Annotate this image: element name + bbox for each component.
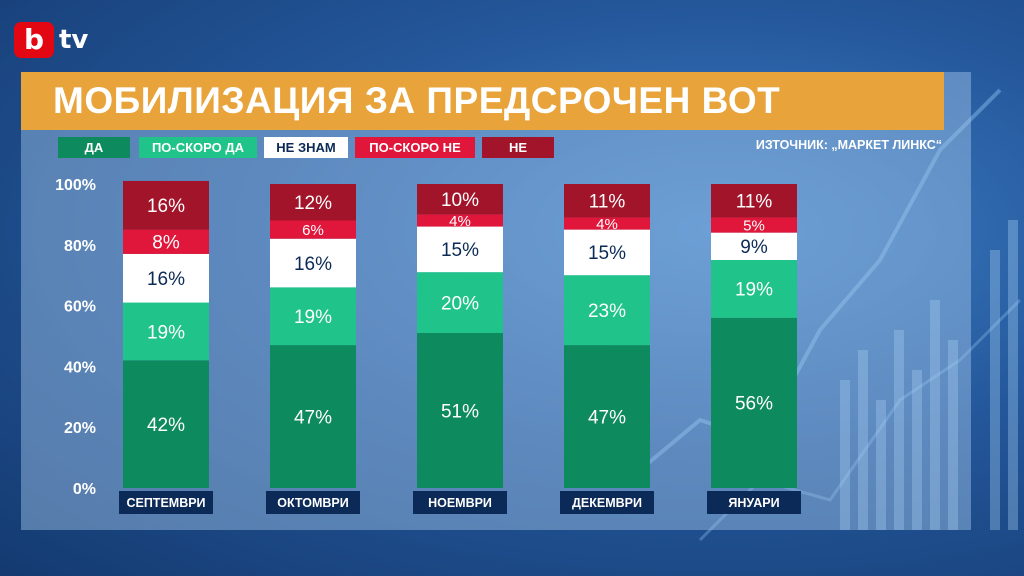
bar-segment: [123, 180, 209, 230]
legend-item-rather-no: ПО-СКОРО НЕ: [355, 137, 475, 158]
data-label: 8%: [152, 233, 180, 254]
legend-item-yes: ДА: [58, 137, 130, 158]
category-label: НОЕМВРИ: [428, 496, 492, 510]
data-label: 19%: [294, 307, 332, 328]
category-label: ДЕКЕМВРИ: [572, 496, 642, 510]
legend-label: НЕ ЗНАМ: [276, 140, 336, 155]
category-label: ОКТОМВРИ: [277, 496, 348, 510]
y-tick-label: 60%: [64, 299, 96, 316]
data-label: 47%: [588, 407, 626, 428]
category-label: ЯНУАРИ: [728, 496, 779, 510]
legend-item-dont-know: НЕ ЗНАМ: [264, 137, 348, 158]
category-label-box: [707, 491, 801, 514]
logo-mark: b: [14, 22, 54, 58]
y-tick-label: 100%: [55, 177, 96, 194]
data-label: 4%: [596, 216, 618, 233]
y-tick-label: 0%: [73, 481, 96, 498]
bar-segment: [564, 184, 650, 218]
data-label: 5%: [743, 217, 765, 234]
data-label: 20%: [441, 293, 479, 314]
data-label: 42%: [147, 415, 185, 436]
legend-item-rather-yes: ПО-СКОРО ДА: [139, 137, 257, 158]
page-title: МОБИЛИЗАЦИЯ ЗА ПРЕДСРОЧЕН ВОТ: [53, 80, 781, 121]
bar-segment: [564, 229, 650, 276]
legend-label: ПО-СКОРО ДА: [151, 140, 245, 155]
data-label: 4%: [449, 213, 471, 230]
bar-segment: [417, 214, 503, 227]
data-label: 15%: [441, 240, 479, 261]
category-label-box: [560, 491, 654, 514]
category-label: СЕПТЕМВРИ: [126, 496, 205, 510]
legend-label: ПО-СКОРО НЕ: [369, 140, 461, 155]
bar-segment: [417, 332, 503, 488]
data-label: 19%: [735, 280, 773, 301]
bar-segment: [270, 220, 356, 239]
category-label-box: [413, 491, 507, 514]
bar-segment: [270, 238, 356, 288]
data-label: 9%: [740, 237, 768, 258]
data-label: 23%: [588, 301, 626, 322]
bar-segment: [270, 287, 356, 346]
bar-segment: [123, 302, 209, 361]
bar-segment: [711, 260, 797, 318]
bar-segment: [123, 229, 209, 254]
data-label: 51%: [441, 401, 479, 422]
legend-item-no: НЕ: [482, 137, 554, 158]
title-bar: МОБИЛИЗАЦИЯ ЗА ПРЕДСРОЧЕН ВОТ: [21, 72, 944, 130]
y-tick-label: 40%: [64, 359, 96, 376]
legend-label: ДА: [84, 140, 104, 155]
y-tick-label: 80%: [64, 238, 96, 255]
data-label: 47%: [294, 407, 332, 428]
data-label: 10%: [441, 190, 479, 211]
data-label: 16%: [147, 269, 185, 290]
bar-segment: [564, 217, 650, 230]
bar-segment: [417, 272, 503, 333]
bar-segment: [270, 184, 356, 221]
data-label: 16%: [147, 196, 185, 217]
bar-segment: [711, 232, 797, 260]
data-label: 56%: [735, 394, 773, 415]
data-label: 19%: [147, 322, 185, 343]
bar-segment: [123, 360, 209, 488]
data-label: 15%: [588, 243, 626, 264]
bar-segment: [417, 226, 503, 273]
category-label-box: [119, 491, 213, 514]
bar-segment: [270, 345, 356, 488]
y-tick-label: 20%: [64, 420, 96, 437]
data-label: 16%: [294, 254, 332, 275]
data-label: 6%: [302, 222, 324, 239]
logo-text: tv: [59, 25, 89, 55]
source-note: ИЗТОЧНИК: „МАРКЕТ ЛИНКС“: [755, 138, 942, 152]
category-label-box: [266, 491, 360, 514]
btv-logo: b tv: [14, 22, 88, 58]
data-label: 11%: [736, 192, 773, 213]
bar-segment: [564, 345, 650, 488]
bar-segment: [711, 184, 797, 218]
legend-label: НЕ: [508, 140, 528, 155]
data-label: 11%: [589, 192, 626, 213]
bar-segment: [564, 275, 650, 346]
bar-segment: [417, 184, 503, 215]
bar-segment: [711, 317, 797, 488]
bar-segment: [123, 253, 209, 303]
bar-segment: [711, 217, 797, 233]
data-label: 12%: [294, 193, 332, 214]
